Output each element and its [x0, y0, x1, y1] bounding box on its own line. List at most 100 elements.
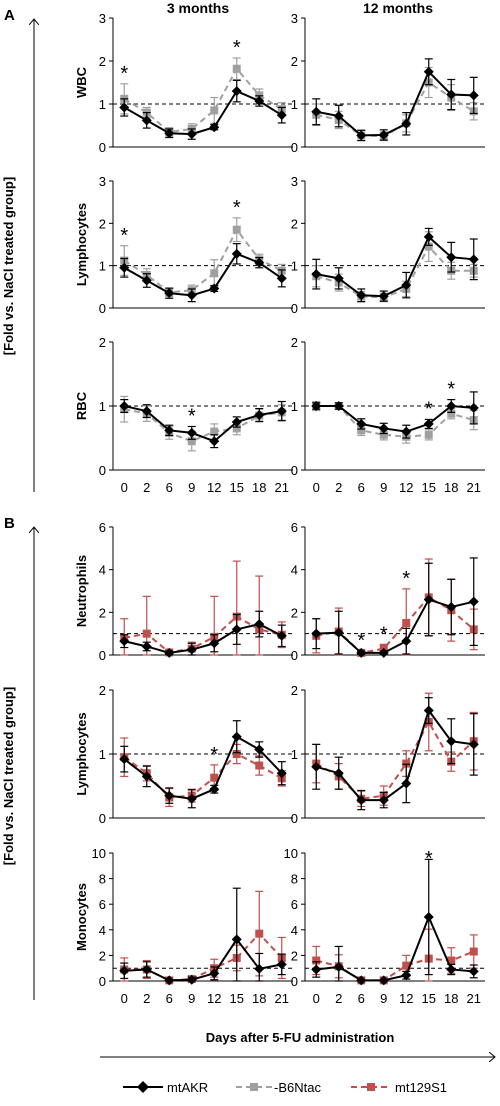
panel-b-lymphocytes-3-months-series-mtakr-point [276, 768, 287, 779]
panel-b-monocytes-12-months-series-mt129s1-point [469, 947, 478, 956]
panel-a-lymphocytes-3-months-y-tick-label: 1 [99, 259, 106, 274]
panel-b-lymphocytes-3-months-y-tick-label: 1 [99, 747, 106, 762]
panel-a-rbc-12-months-x-tick-label: 12 [399, 480, 413, 495]
panel-b-monocytes-3-months-series-mtakr-line [124, 937, 282, 982]
panel-b-lymphocytes-3-months-series-mtakr [119, 720, 287, 809]
panel-b-lymphocytes-3-months-series-mtakr-point [254, 744, 265, 755]
column-title-12-months: 12 months [363, 0, 433, 16]
panel-a-lymphocytes-3-months-series-b6ntac-point [232, 225, 241, 234]
panel-b-monocytes-12-months-y-tick-label: 0 [291, 974, 298, 989]
panel-a-wbc-3-months-series-mtakr-point [119, 102, 130, 113]
panel-b-neutrophils-12-months-y-tick-label: 0 [291, 648, 298, 663]
panel-b-monocytes-3-months-y-tick-label: 10 [92, 846, 106, 861]
panel-a-lymphocytes-12-months-series-mtakr-point [311, 269, 322, 280]
panel-b-monocytes-12-months-series-mtakr-point [446, 964, 457, 975]
panel-a-rbc-12-months-series-mtakr-point [356, 418, 367, 429]
panel-a-wbc-3-months-series-mtakr-point [186, 129, 197, 140]
panel-b-monocytes-12-months-y-tick-label: 10 [284, 846, 298, 861]
panel-a-wbc-3-months-series-b6ntac-point [232, 64, 241, 73]
panel-a-wbc-3-months-row-label: WBC [74, 66, 89, 98]
panel-a-wbc-3-months-y-tick-label: 3 [99, 11, 106, 26]
panel-a-lymphocytes-3-months-y-tick-label: 3 [99, 174, 106, 189]
panel-b-lymphocytes-3-months-series-mtakr-point [186, 793, 197, 804]
panel-b-monocytes-12-months-series-mtakr-point [333, 961, 344, 972]
column-title-3-months: 3 months [167, 0, 229, 16]
panel-a-rbc-12-months-y-tick-label: 1 [291, 399, 298, 414]
panel-b-monocytes-12-months-x-tick-label: 15 [422, 991, 436, 1006]
panel-b-lymphocytes-12-months-series-mtakr-point [468, 739, 479, 750]
panel-a-rbc-3-months-series-mtakr-point [119, 401, 130, 411]
panel-a-wbc-12-months-y-tick-label: 0 [291, 140, 298, 155]
legend-marker-b6ntac [250, 1083, 258, 1091]
panel-b-monocytes-3-months-x-tick-label: 9 [188, 991, 195, 1006]
panel-b-monocytes-3-months-y-tick-label: 0 [99, 974, 106, 989]
panel-a-rbc-3-months-x-tick-label: 0 [121, 480, 128, 495]
panel-b-monocytes-12-months-series-mtakr-point [378, 975, 389, 986]
panel-b-neutrophils-12-months-series-mtakr-point [378, 647, 389, 658]
panel-a-rbc-12-months-series-b6ntac-point [357, 426, 366, 435]
panel-b-lymphocytes-3-months-asterisk: * [210, 744, 218, 766]
panel-b-monocytes-12-months-asterisk: * [425, 848, 433, 870]
panel-b-monocytes-3-months-y-tick-label: 4 [99, 923, 106, 938]
panel-a-lymphocytes-12-months-series-mtakr-point [423, 231, 434, 242]
panel-b-neutrophils-3-months-series-mtakr-point [231, 624, 242, 635]
panel-a-rbc-3-months-series-mtakr [119, 399, 287, 449]
panel-b-monocytes-12-months-series-mt129s1 [312, 928, 478, 985]
panel-b-monocytes-3-months-x-tick-label: 6 [166, 991, 173, 1006]
panel-b-neutrophils-12-months-series-mtakr-point [446, 602, 457, 612]
panel-a-rbc-12-months-series-mtakr-point [311, 401, 322, 411]
panel-b-monocytes-3-months-series-mtakr-point [276, 959, 287, 970]
panel-a-rbc-12-months-series-b6ntac-point [379, 430, 388, 439]
panel-b-neutrophils-12-months-series-mtakr-point [333, 627, 344, 638]
panel-a-wbc-12-months-series-mtakr [311, 58, 479, 142]
panel-a-rbc-3-months-asterisk: * [188, 405, 196, 427]
panel-b-monocytes-3-months-x-tick-label: 21 [275, 991, 289, 1006]
legend-marker-mtakr [137, 1081, 149, 1093]
panel-b-monocytes-12-months-series-mtakr-point [356, 975, 367, 986]
panel-a-lymphocytes-12-months-series-b6ntac-line [315, 244, 474, 299]
panel-b-monocytes-12-months-y-tick-label: 4 [291, 923, 298, 938]
y-axis-title-b: [Fold vs. NaCl treated group] [1, 687, 16, 865]
panel-b-neutrophils-12-months: 0 2 4 6 * * * [291, 520, 485, 663]
panel-a-rbc-3-months-x-tick-label: 6 [166, 480, 173, 495]
panel-b-neutrophils-3-months-series-mtakr-point [141, 641, 152, 652]
panel-a-rbc-12-months-y-tick-label: 0 [291, 463, 298, 478]
panel-a-rbc-12-months-x-tick-label: 6 [358, 480, 365, 495]
panel-b-monocytes-12-months-x-tick-label: 12 [399, 991, 413, 1006]
panel-a-wbc-3-months-series-mtakr-point [276, 110, 287, 121]
panel-b-neutrophils-3-months-series-mtakr-point [186, 644, 197, 655]
panel-a-lymphocytes-3-months-series-mtakr-point [209, 283, 220, 294]
panel-b-monocytes-3-months-series-mtakr-point [186, 974, 197, 985]
legend-label-mtakr: mtAKR [167, 1080, 208, 1095]
panel-a-rbc-3-months-series-mtakr-point [276, 406, 287, 417]
panel-a-wbc-12-months-series-mtakr-point [468, 90, 479, 101]
panel-b-monocytes-12-months-series-mtakr-line [316, 914, 474, 982]
panel-a-wbc-3-months-y-tick-label: 2 [99, 54, 106, 69]
panel-b-lymphocytes-12-months-series-mtakr-point [356, 795, 367, 806]
panel-b-lymphocytes-3-months-series-mt129s1-point [255, 761, 264, 770]
panel-a-wbc-3-months: 0 1 2 3 WBC * * [74, 11, 293, 155]
panel-b-lymphocytes-12-months-series-mt129s1-point [402, 759, 411, 768]
panel-b-lymphocytes-3-months-series-mtakr-point [141, 771, 152, 782]
panel-b-lymphocytes-3-months-y-tick-label: 2 [99, 683, 106, 698]
panel-b-monocytes-12-months-x-tick-label: 2 [335, 991, 342, 1006]
panel-b-monocytes-3-months-series-mtakr-point [141, 964, 152, 975]
panel-a-wbc-3-months-series-mtakr-point [141, 115, 152, 126]
panel-a-rbc-12-months-asterisk: * [425, 398, 433, 420]
panel-b-monocytes-12-months-series-mtakr-point [468, 966, 479, 977]
panel-b-neutrophils-3-months-series-mtakr-point [209, 638, 220, 649]
panel-b-lymphocytes-12-months-series-mtakr-point [423, 705, 434, 716]
panel-b-neutrophils-12-months-asterisk: * [357, 630, 365, 652]
panel-a-rbc-12-months-x-tick-label: 2 [335, 480, 342, 495]
panel-b-monocytes-12-months-x-tick-label: 6 [358, 991, 365, 1006]
panel-a-rbc-3-months-series-mtakr-point [209, 436, 220, 447]
panel-b-lymphocytes-3-months-series-mtakr-point [164, 790, 175, 801]
panel-b-neutrophils-3-months-series-mtakr [119, 610, 287, 658]
panel-b-lymphocytes-12-months-y-tick-label: 2 [291, 683, 298, 698]
panel-b-monocytes-3-months-series-mt129s1-point [255, 929, 264, 938]
panel-b-monocytes-3-months-x-tick-label: 15 [230, 991, 244, 1006]
panel-a-rbc-3-months-y-tick-label: 0 [99, 463, 106, 478]
panel-b-neutrophils-3-months-series-mt129s1-point [142, 629, 151, 638]
legend-label-mt129s1: mt129S1 [395, 1080, 447, 1095]
